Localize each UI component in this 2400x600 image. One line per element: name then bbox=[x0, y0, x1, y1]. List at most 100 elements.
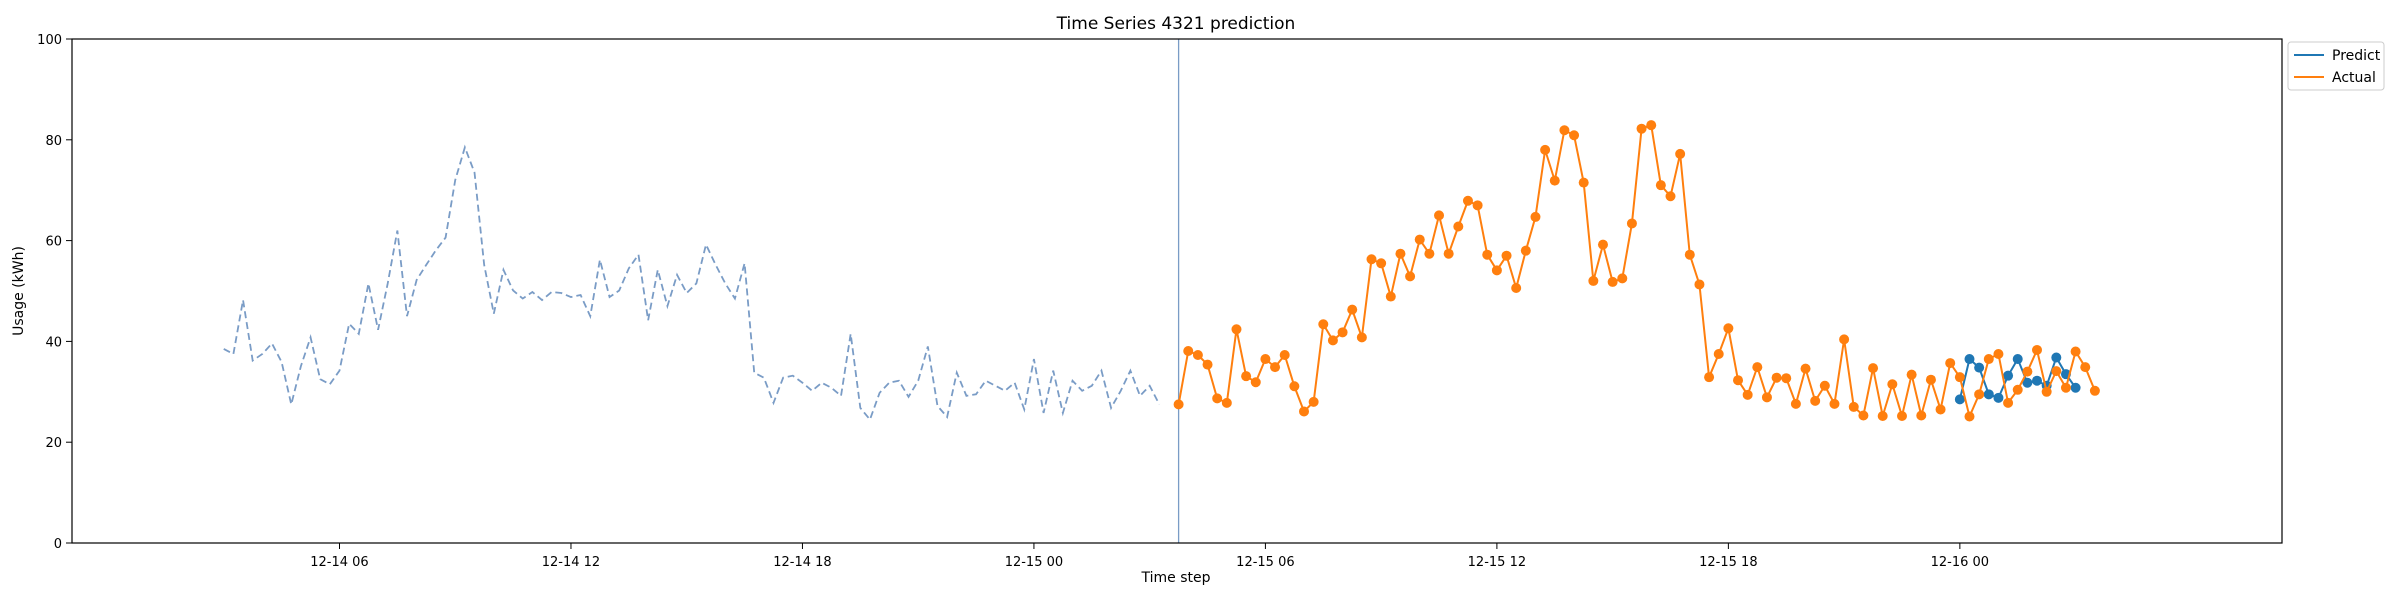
actual-point bbox=[1848, 401, 1859, 412]
actual-point bbox=[1347, 304, 1358, 315]
predict-point bbox=[1993, 392, 2004, 403]
actual-point bbox=[1530, 211, 1541, 222]
predict-point bbox=[2003, 370, 2014, 381]
actual-point bbox=[1723, 323, 1734, 334]
legend-label-predict: Predict bbox=[2332, 48, 2381, 64]
actual-point bbox=[1337, 327, 1348, 338]
actual-point bbox=[1858, 410, 1869, 421]
x-tick-label: 12-14 18 bbox=[773, 555, 831, 570]
actual-point bbox=[2041, 386, 2052, 397]
actual-point bbox=[1868, 363, 1879, 374]
actual-point bbox=[1578, 177, 1589, 188]
predict-point bbox=[2012, 354, 2023, 365]
y-tick-label: 0 bbox=[54, 537, 62, 552]
actual-point bbox=[1781, 373, 1792, 384]
actual-point bbox=[1877, 410, 1888, 421]
actual-point bbox=[1819, 380, 1830, 391]
actual-point bbox=[1954, 372, 1965, 383]
x-axis-title: Time step bbox=[1141, 570, 1211, 586]
actual-point bbox=[1520, 245, 1531, 256]
actual-point bbox=[1839, 334, 1850, 345]
actual-point bbox=[2012, 384, 2023, 395]
x-tick-label: 12-16 00 bbox=[1931, 555, 1989, 570]
predict-point bbox=[1974, 362, 1985, 373]
actual-point bbox=[1646, 120, 1657, 131]
actual-point bbox=[2089, 385, 2100, 396]
actual-point bbox=[1327, 335, 1338, 346]
actual-point bbox=[1231, 324, 1242, 335]
actual-point bbox=[1569, 130, 1580, 141]
actual-point bbox=[1617, 273, 1628, 284]
actual-point bbox=[1501, 250, 1512, 261]
actual-point bbox=[1810, 395, 1821, 406]
actual-point bbox=[1896, 410, 1907, 421]
actual-point bbox=[1453, 221, 1464, 232]
y-axis: 0 20 40 60 80 100 bbox=[37, 33, 72, 552]
actual-point bbox=[2060, 382, 2071, 393]
actual-point bbox=[1491, 265, 1502, 276]
actual-point bbox=[1925, 374, 1936, 385]
actual-point bbox=[1279, 350, 1290, 361]
actual-point bbox=[1434, 210, 1445, 221]
actual-point bbox=[1974, 389, 1985, 400]
actual-point bbox=[1443, 248, 1454, 259]
actual-point bbox=[1462, 195, 1473, 206]
actual-point bbox=[1559, 125, 1570, 136]
actual-point bbox=[1771, 372, 1782, 383]
actual-point bbox=[1472, 200, 1483, 211]
actual-point bbox=[1376, 258, 1387, 269]
predict-point bbox=[1983, 389, 1994, 400]
actual-point bbox=[1511, 282, 1522, 293]
actual-point bbox=[2080, 362, 2091, 373]
actual-point bbox=[1212, 393, 1223, 404]
actual-point bbox=[1713, 349, 1724, 359]
actual-point bbox=[1298, 406, 1309, 417]
actual-point bbox=[1289, 381, 1300, 392]
actual-point bbox=[1366, 254, 1377, 265]
x-tick-label: 12-15 06 bbox=[1236, 555, 1294, 570]
actual-point bbox=[2003, 397, 2014, 408]
actual-point bbox=[1308, 396, 1319, 407]
x-tick-label: 12-14 12 bbox=[542, 555, 600, 570]
actual-point bbox=[1192, 350, 1203, 361]
predict-point bbox=[1964, 354, 1975, 365]
predict-point bbox=[2070, 382, 2081, 393]
x-tick-label: 12-15 12 bbox=[1468, 555, 1526, 570]
actual-point bbox=[1935, 404, 1946, 415]
actual-point bbox=[1684, 249, 1695, 260]
legend-label-actual: Actual bbox=[2332, 70, 2376, 86]
chart-title: Time Series 4321 prediction bbox=[1056, 14, 1296, 34]
actual-point bbox=[1790, 398, 1801, 409]
actual-point bbox=[1385, 291, 1396, 302]
x-tick-label: 12-15 00 bbox=[1005, 555, 1063, 570]
actual-point bbox=[1829, 398, 1840, 409]
actual-point bbox=[1588, 275, 1599, 286]
actual-point bbox=[1597, 239, 1608, 250]
actual-point bbox=[1356, 332, 1367, 343]
actual-point bbox=[1742, 389, 1753, 400]
actual-point bbox=[1983, 354, 1994, 365]
actual-point bbox=[1655, 180, 1666, 191]
actual-point bbox=[1241, 371, 1252, 382]
actual-point bbox=[1964, 411, 1975, 422]
actual-point bbox=[1260, 354, 1271, 365]
x-tick-label: 12-14 06 bbox=[310, 555, 368, 570]
actual-point bbox=[2070, 346, 2081, 357]
x-axis: 12-14 06 12-14 12 12-14 18 12-15 00 12-15 06… bbox=[310, 543, 1989, 570]
actual-point bbox=[2032, 344, 2043, 355]
actual-point bbox=[1549, 175, 1560, 186]
y-tick-label: 60 bbox=[45, 235, 62, 250]
actual-point bbox=[1993, 349, 2004, 359]
actual-point bbox=[1318, 319, 1329, 330]
actual-point bbox=[1761, 392, 1772, 403]
y-tick-label: 80 bbox=[45, 134, 62, 149]
actual-point bbox=[1173, 399, 1184, 410]
predict-point bbox=[2051, 352, 2062, 363]
legend: Predict Actual bbox=[2287, 41, 2385, 91]
actual-point bbox=[1733, 375, 1744, 386]
actual-point bbox=[1482, 249, 1493, 260]
actual-point bbox=[1270, 362, 1281, 373]
y-tick-label: 100 bbox=[37, 33, 62, 48]
actual-point bbox=[2022, 366, 2033, 377]
